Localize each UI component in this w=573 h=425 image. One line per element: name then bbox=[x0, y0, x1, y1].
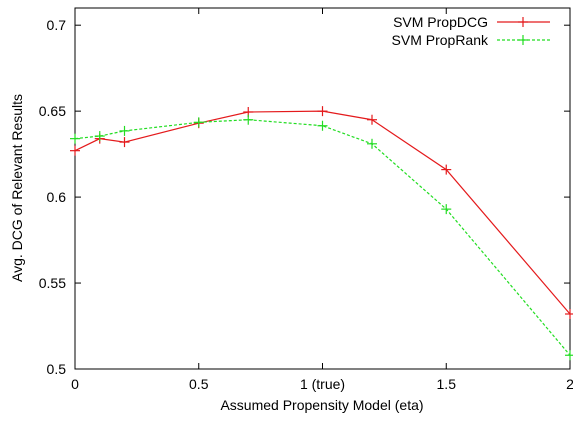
y-axis-label: Avg. DCG of Relevant Results bbox=[9, 94, 25, 282]
legend-marker-0 bbox=[518, 17, 528, 27]
legend-marker-1 bbox=[518, 35, 528, 45]
plot-frame bbox=[74, 7, 571, 370]
y-tick-label-0: 0.5 bbox=[47, 361, 67, 377]
series-line-1 bbox=[74, 119, 571, 356]
series-1-point-7 bbox=[441, 204, 452, 215]
series-1-point-2 bbox=[119, 125, 130, 136]
series-1-point-3 bbox=[193, 117, 204, 128]
x-tick-label-0: 0 bbox=[71, 376, 79, 392]
x-axis-label: Assumed Propensity Model (eta) bbox=[220, 397, 423, 413]
series-0-point-5 bbox=[317, 106, 328, 117]
series-1-point-8 bbox=[565, 350, 573, 361]
legend-label-1: SVM PropRank bbox=[392, 32, 489, 48]
series-0-point-8 bbox=[565, 308, 573, 319]
x-tick-label-3: 1.5 bbox=[437, 376, 457, 392]
series-0-point-2 bbox=[119, 137, 130, 148]
series-1-point-6 bbox=[367, 138, 377, 149]
series-0-point-7 bbox=[441, 164, 452, 175]
legend: SVM PropDCG SVM PropRank bbox=[392, 14, 550, 48]
series-layer bbox=[70, 106, 573, 361]
series-1-point-1 bbox=[94, 131, 105, 142]
x-tick-label-4: 2 bbox=[566, 376, 573, 392]
x-tick-label-1: 0.5 bbox=[189, 376, 209, 392]
y-tick-label-1: 0.55 bbox=[39, 275, 66, 291]
series-1-point-0 bbox=[70, 133, 80, 144]
y-tick-label-3: 0.65 bbox=[39, 103, 66, 119]
y-tick-label-4: 0.7 bbox=[47, 17, 67, 33]
legend-label-0: SVM PropDCG bbox=[393, 14, 488, 30]
series-line-0 bbox=[74, 110, 571, 315]
series-0-point-0 bbox=[70, 145, 80, 156]
series-1-point-4 bbox=[243, 114, 254, 125]
series-1-point-5 bbox=[317, 120, 328, 131]
axis-ticks: 0 0.5 1 (true) 1.5 20.50.550.60.650.7 bbox=[39, 8, 573, 392]
x-tick-label-2: 1 (true) bbox=[300, 376, 345, 392]
series-0-point-6 bbox=[367, 114, 377, 125]
y-tick-label-2: 0.6 bbox=[47, 189, 67, 205]
